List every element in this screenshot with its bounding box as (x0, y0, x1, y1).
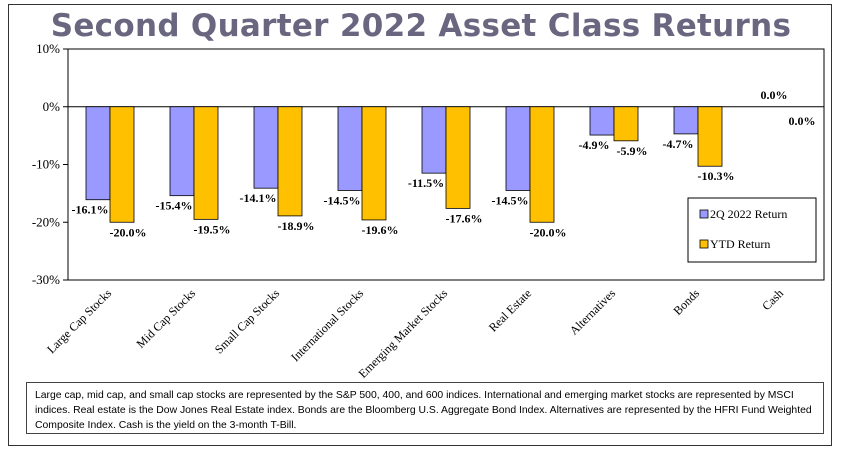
bar-q2 (169, 106, 195, 197)
data-label: -15.4% (156, 199, 193, 213)
data-label: -16.1% (72, 203, 109, 217)
bar-ytd (361, 106, 387, 221)
data-label: 0.0% (789, 114, 816, 128)
bar-q2 (589, 106, 615, 136)
legend-label: 2Q 2022 Return (710, 207, 787, 221)
data-label: -5.9% (617, 144, 648, 158)
bar-q2 (505, 106, 531, 191)
data-label: -17.6% (446, 211, 483, 225)
legend-label: YTD Return (710, 237, 770, 251)
y-tick-label: -10% (32, 157, 60, 172)
data-label: -19.6% (362, 223, 399, 237)
data-label: -10.3% (698, 169, 735, 183)
data-label: -20.0% (530, 225, 567, 239)
data-label: -14.1% (240, 191, 277, 205)
category-label: Cash (759, 286, 786, 313)
footnote: Large cap, mid cap, and small cap stocks… (26, 382, 824, 434)
bar-ytd (613, 106, 639, 142)
bar-ytd (445, 106, 471, 209)
y-tick-label: 0% (43, 99, 61, 114)
chart-frame (8, 4, 832, 446)
bar-ytd (529, 106, 555, 223)
category-label: International Stocks (288, 286, 366, 364)
data-label: -14.5% (492, 193, 529, 207)
data-label: -19.5% (194, 222, 231, 236)
bar-q2 (421, 106, 447, 174)
bar-ytd (109, 106, 135, 223)
y-tick-label: -20% (32, 214, 60, 229)
data-label: -4.7% (663, 137, 694, 151)
data-label: -18.9% (278, 219, 315, 233)
bar-ytd (697, 106, 723, 167)
category-label: Large Cap Stocks (44, 286, 114, 356)
category-label: Real Estate (486, 286, 534, 334)
chart-title: Second Quarter 2022 Asset Class Returns (50, 8, 792, 44)
legend (687, 197, 817, 263)
data-label: -4.9% (579, 138, 610, 152)
bar-q2 (673, 106, 699, 135)
legend-swatch (699, 239, 709, 249)
legend-swatch (699, 209, 709, 219)
data-label: -11.5% (408, 176, 444, 190)
bar-ytd (277, 106, 303, 217)
y-tick-label: -30% (32, 272, 60, 287)
bar-q2 (253, 106, 279, 189)
category-label: Small Cap Stocks (212, 286, 282, 356)
data-label: 0.0% (761, 88, 788, 102)
category-label: Alternatives (567, 286, 619, 338)
data-label: -14.5% (324, 193, 361, 207)
bar-q2 (337, 106, 363, 191)
category-label: Bonds (671, 286, 703, 318)
bar-ytd (193, 106, 219, 220)
data-label: -20.0% (110, 225, 147, 239)
bar-chart: 10%0%-10%-20%-30%-16.1%-20.0%Large Cap S… (32, 41, 825, 380)
category-label: Emerging Market Stocks (356, 286, 451, 380)
category-label: Mid Cap Stocks (134, 286, 199, 351)
bar-q2 (85, 106, 111, 201)
y-tick-label: 10% (36, 41, 60, 56)
